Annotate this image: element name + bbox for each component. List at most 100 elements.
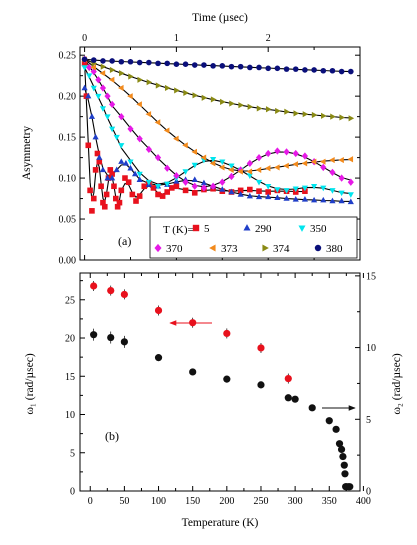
data-point-380 <box>256 64 262 71</box>
data-point-374 <box>321 112 327 119</box>
data-point-370 <box>104 92 111 100</box>
omega1-point <box>120 290 128 299</box>
panel-b-y2-ticks: 0 5 10 15 <box>355 271 376 498</box>
data-point-374 <box>238 102 245 109</box>
data-point-380 <box>348 68 354 75</box>
omega2-point <box>340 461 348 469</box>
data-point-5 <box>116 199 123 206</box>
data-point-370 <box>301 152 308 160</box>
panel-a-y-tick-label: 0.00 <box>59 256 77 267</box>
panel-a-x-tick-label: 0 <box>82 33 87 44</box>
data-point-370 <box>255 153 263 162</box>
data-point-370 <box>191 182 198 190</box>
data-point-373 <box>218 164 225 171</box>
data-point-290 <box>283 195 290 201</box>
data-point-5 <box>150 185 157 191</box>
data-point-290 <box>109 174 116 181</box>
data-point-373 <box>90 64 97 71</box>
data-point-380 <box>127 58 134 65</box>
data-point-5 <box>114 203 121 210</box>
data-point-350 <box>86 73 93 80</box>
data-point-350 <box>191 162 198 169</box>
data-point-370 <box>338 174 345 182</box>
panel-b-y2-tick-label: 5 <box>366 415 371 426</box>
panel-a-x-axis-title: Time (µsec) <box>192 12 248 24</box>
panel-a-x-tick-label: 2 <box>266 33 271 44</box>
data-point-5 <box>141 183 148 190</box>
data-point-374 <box>330 113 336 120</box>
data-point-5 <box>103 191 110 198</box>
data-point-290 <box>347 198 354 205</box>
data-point-350 <box>311 184 318 190</box>
data-point-380 <box>118 58 125 65</box>
omega2-point <box>189 368 197 376</box>
data-point-374 <box>174 87 180 94</box>
data-point-373 <box>154 119 161 126</box>
data-point-5 <box>100 199 106 206</box>
panel-b-x-tick-label: 100 <box>151 496 166 507</box>
data-point-380 <box>164 60 171 67</box>
data-point-290 <box>122 159 129 166</box>
data-point-5 <box>111 183 117 190</box>
omega2-point <box>154 354 163 362</box>
data-point-350 <box>210 156 217 163</box>
omega1-point <box>223 329 231 338</box>
panel-b-x-tick-label: 200 <box>219 496 234 507</box>
data-point-350 <box>219 159 226 166</box>
data-point-380 <box>81 56 88 63</box>
panel-b-y2-tick-label: 15 <box>366 271 376 282</box>
data-point-290 <box>113 166 120 173</box>
data-point-290 <box>96 154 103 160</box>
omega2-point <box>308 404 316 412</box>
data-point-350 <box>320 185 327 192</box>
data-point-350 <box>90 85 97 92</box>
legend-label: 5 <box>204 223 210 235</box>
data-point-350 <box>228 163 235 170</box>
data-point-370 <box>228 172 235 181</box>
legend-label: 350 <box>310 223 327 235</box>
legend-marker-5 <box>192 224 200 232</box>
data-point-290 <box>237 191 244 197</box>
legend-marker-290 <box>243 224 251 231</box>
data-point-373 <box>117 84 124 92</box>
data-point-290 <box>200 179 208 186</box>
panel-b-y-ticks: 0 5 10 15 20 25 <box>65 280 85 498</box>
data-point-380 <box>292 66 299 72</box>
data-point-290 <box>88 113 96 119</box>
data-point-380 <box>146 59 152 66</box>
legend-marker-350 <box>298 225 306 232</box>
fit-curve-374 <box>84 58 351 119</box>
legend-label: 290 <box>255 223 272 235</box>
data-point-290 <box>329 197 336 204</box>
data-point-380 <box>283 66 290 72</box>
data-point-350 <box>283 188 290 194</box>
data-point-5 <box>92 167 99 173</box>
omega2-point <box>257 381 265 389</box>
data-point-370 <box>127 125 134 133</box>
data-point-373 <box>182 142 188 149</box>
data-point-290 <box>136 176 143 182</box>
data-point-370 <box>200 184 208 192</box>
omega2-point <box>337 445 346 454</box>
data-point-350 <box>136 171 143 178</box>
fit-curve-350 <box>84 67 351 195</box>
data-point-370 <box>99 84 107 92</box>
data-point-380 <box>90 57 97 63</box>
panel-b-y2-tick-label: 0 <box>366 487 371 498</box>
omega1-point <box>154 306 163 315</box>
data-point-373 <box>292 161 298 168</box>
legend-marker-373 <box>209 244 216 252</box>
data-point-350 <box>246 173 253 179</box>
data-point-370 <box>154 153 162 162</box>
data-point-290 <box>338 197 345 204</box>
omega2-point <box>341 470 349 478</box>
data-point-373 <box>228 166 234 173</box>
data-point-373 <box>127 93 133 100</box>
data-point-5 <box>89 208 95 214</box>
data-point-5 <box>125 179 132 185</box>
data-point-5 <box>265 189 271 195</box>
data-point-380 <box>201 62 207 68</box>
data-point-350 <box>113 134 120 141</box>
panel-b-y-axis-title: ω₁ (rad/µsec) <box>24 353 36 414</box>
